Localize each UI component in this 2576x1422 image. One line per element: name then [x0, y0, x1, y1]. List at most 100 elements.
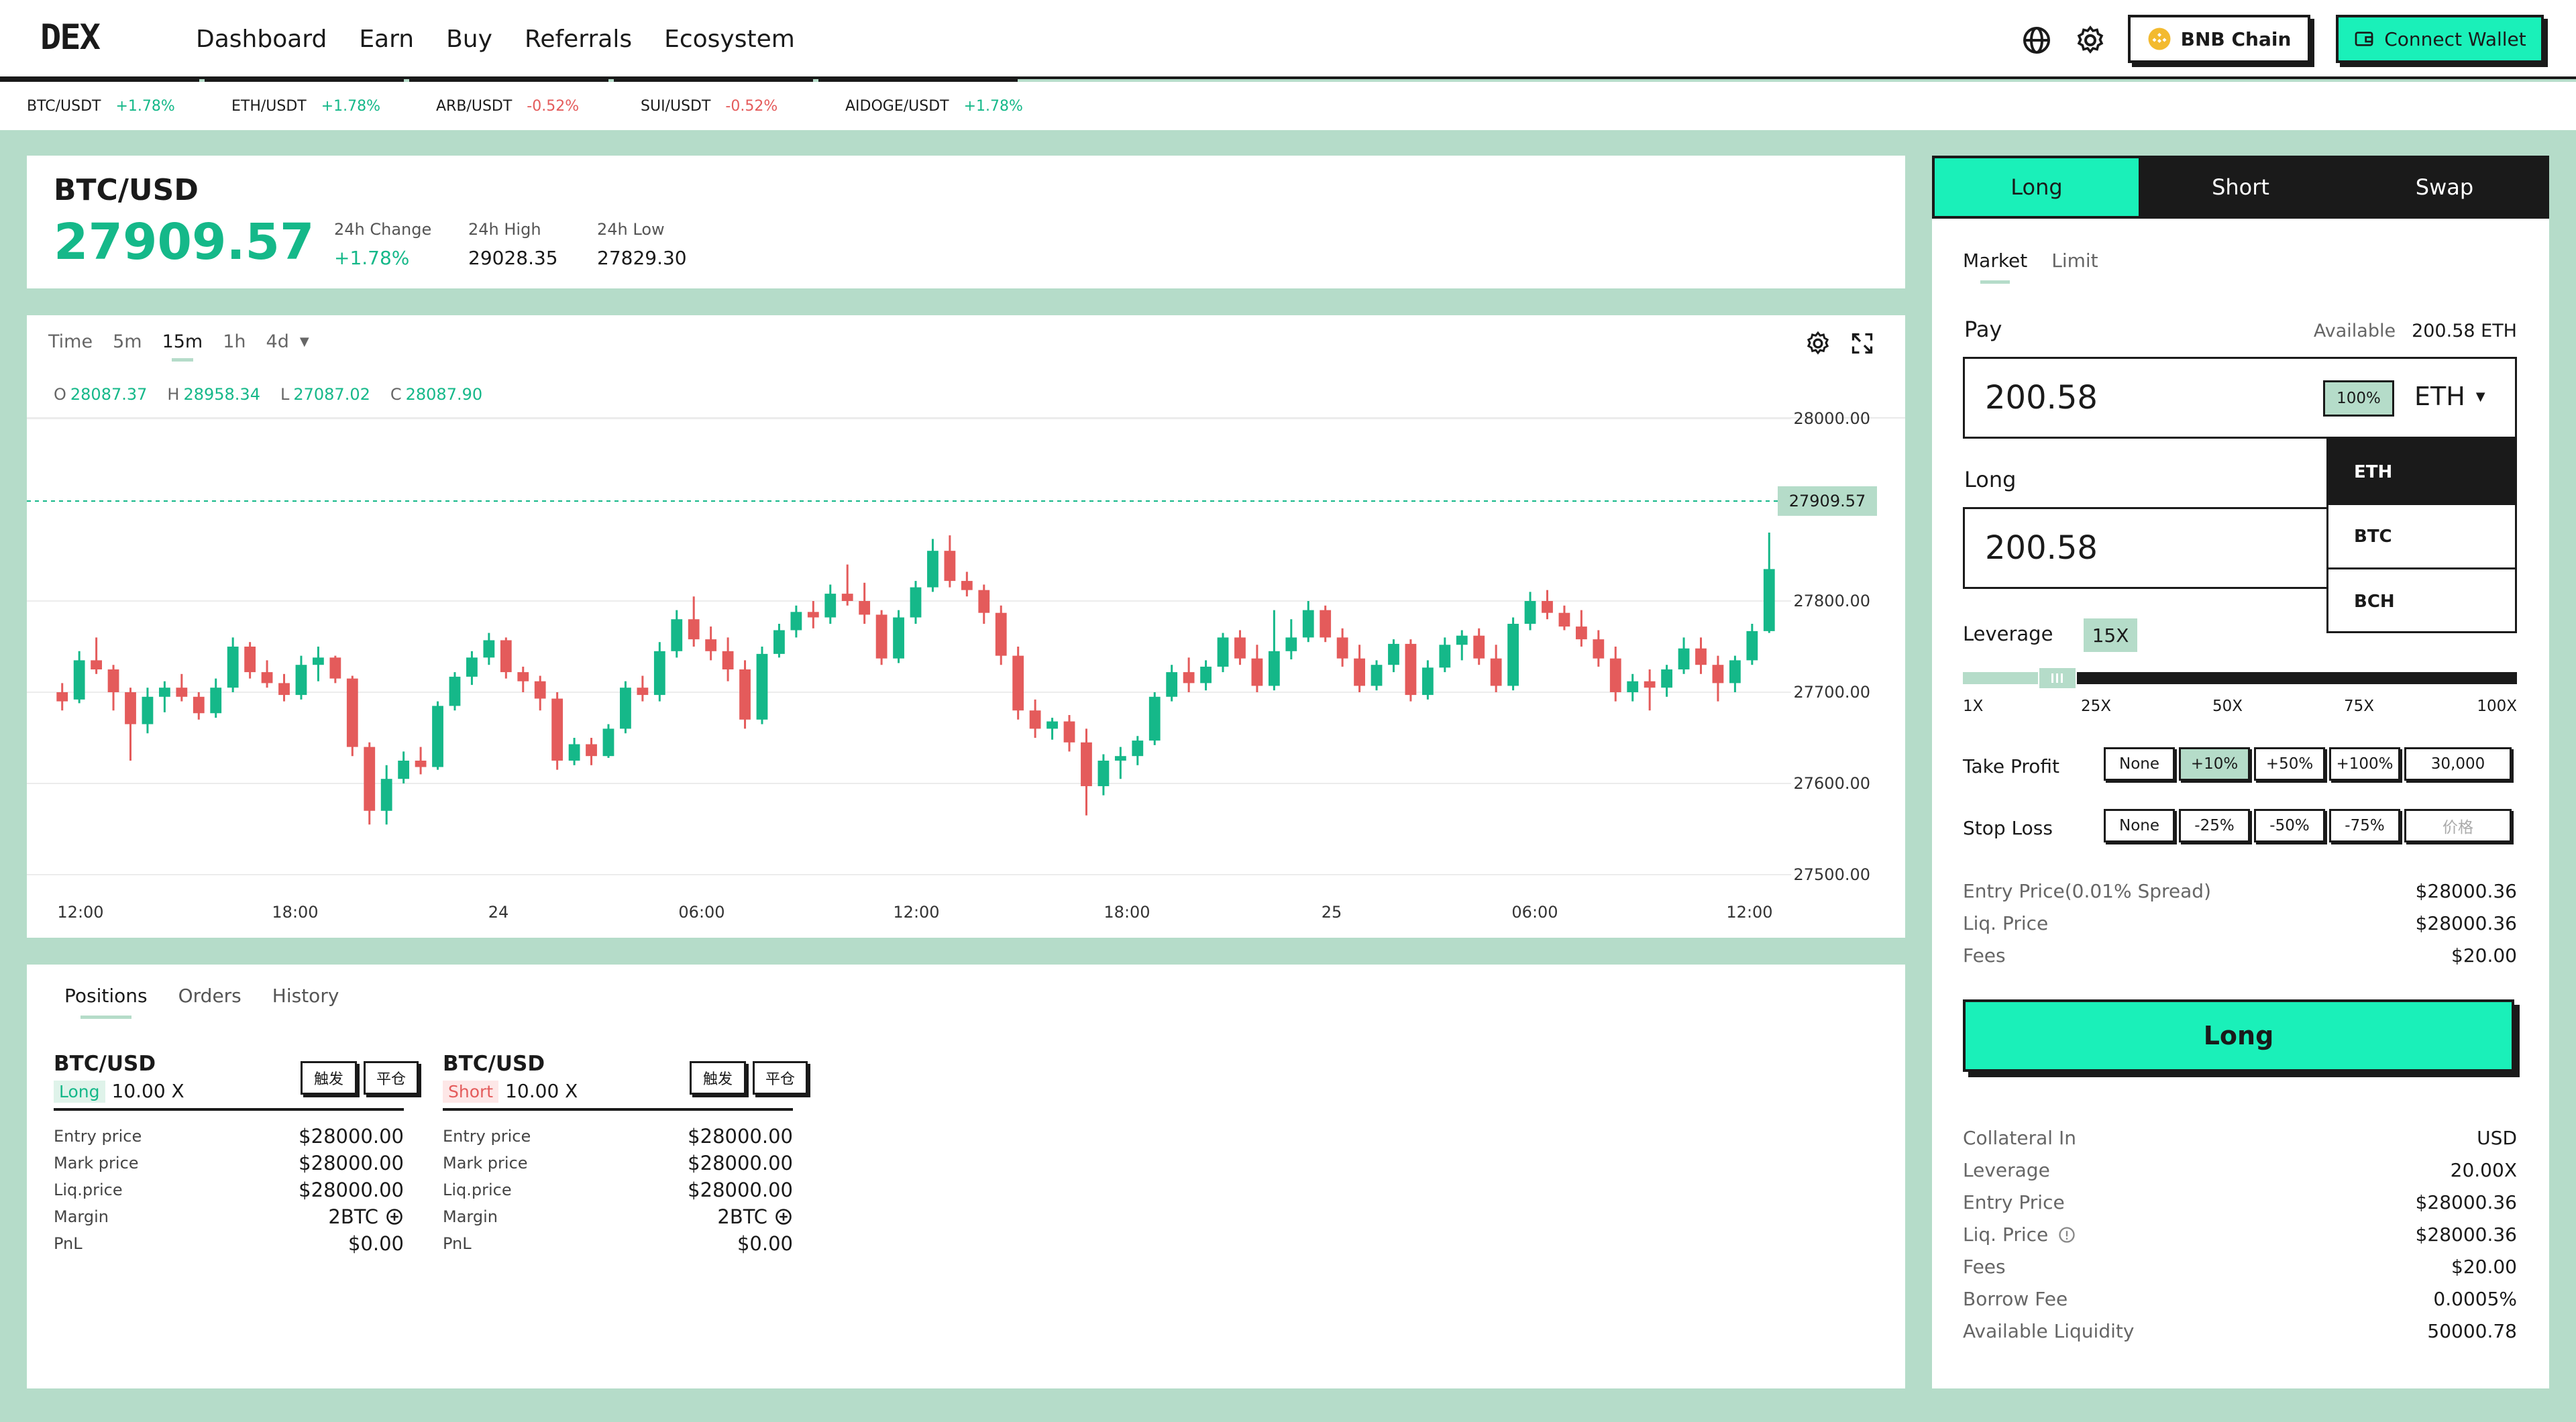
tp-none[interactable]: None: [2104, 747, 2175, 781]
candle[interactable]: [1200, 660, 1212, 691]
sl-50[interactable]: -50%: [2254, 809, 2325, 842]
token-option-btc[interactable]: BTC: [2328, 505, 2515, 569]
candle[interactable]: [859, 582, 871, 624]
candle[interactable]: [893, 610, 904, 663]
ticker-item[interactable]: ARB/USDT -0.52%: [409, 79, 614, 130]
candle[interactable]: [756, 647, 768, 724]
candle[interactable]: [346, 675, 358, 757]
candle[interactable]: [1593, 630, 1605, 667]
gear-icon[interactable]: [2074, 24, 2106, 56]
candle[interactable]: [1542, 590, 1553, 620]
candle[interactable]: [978, 584, 990, 624]
candle[interactable]: [1302, 601, 1314, 643]
add-margin-icon[interactable]: [774, 1207, 793, 1226]
logo[interactable]: DEX: [40, 17, 101, 58]
candle[interactable]: [1166, 665, 1178, 702]
nav-earn[interactable]: Earn: [359, 25, 415, 53]
candle[interactable]: [1763, 533, 1775, 633]
close-position-button[interactable]: 平仓: [364, 1061, 419, 1095]
candle[interactable]: [927, 539, 938, 592]
candle[interactable]: [1217, 633, 1229, 673]
candle[interactable]: [1114, 747, 1126, 779]
candle[interactable]: [313, 647, 324, 681]
candle[interactable]: [875, 610, 888, 665]
candle[interactable]: [1132, 736, 1144, 765]
candle[interactable]: [1148, 692, 1161, 745]
sl-none[interactable]: None: [2104, 809, 2175, 842]
ticker-item[interactable]: SUI/USDT -0.52%: [614, 79, 818, 130]
candle[interactable]: [1712, 655, 1724, 702]
candle[interactable]: [1507, 617, 1519, 691]
candle[interactable]: [449, 672, 461, 711]
candle[interactable]: [807, 601, 819, 628]
connect-wallet-button[interactable]: Connect Wallet: [2336, 15, 2544, 63]
trigger-button[interactable]: 触发: [301, 1061, 357, 1095]
candle[interactable]: [210, 678, 222, 718]
candle[interactable]: [1405, 639, 1417, 702]
candle[interactable]: [637, 675, 649, 702]
tab-swap[interactable]: Swap: [2415, 174, 2474, 200]
candle[interactable]: [944, 535, 956, 588]
candle[interactable]: [1609, 647, 1621, 702]
tab-history[interactable]: History: [272, 985, 339, 1007]
candle[interactable]: [91, 637, 103, 674]
chevron-down-icon[interactable]: ▼: [299, 335, 309, 349]
add-margin-icon[interactable]: [385, 1207, 404, 1226]
candle[interactable]: [398, 751, 410, 783]
candle[interactable]: [193, 692, 205, 720]
candle[interactable]: [380, 765, 392, 825]
tp-10[interactable]: +10%: [2179, 747, 2250, 781]
candle[interactable]: [1081, 728, 1092, 816]
candle[interactable]: [586, 738, 597, 765]
candle[interactable]: [1285, 619, 1297, 660]
trigger-button[interactable]: 触发: [690, 1061, 746, 1095]
candle[interactable]: [125, 688, 136, 761]
candle[interactable]: [1678, 637, 1690, 674]
tab-orders[interactable]: Orders: [178, 985, 241, 1007]
candle[interactable]: [1388, 639, 1399, 673]
nav-ecosystem[interactable]: Ecosystem: [664, 25, 795, 53]
candle[interactable]: [261, 660, 273, 688]
close-position-button[interactable]: 平仓: [753, 1061, 808, 1095]
chart-settings-icon[interactable]: [1805, 330, 1831, 357]
candle[interactable]: [790, 605, 802, 638]
candle[interactable]: [1473, 628, 1485, 665]
candle[interactable]: [1063, 715, 1075, 752]
submit-long-button[interactable]: Long: [1963, 999, 2514, 1072]
token-option-bch[interactable]: BCH: [2354, 592, 2395, 612]
candle[interactable]: [227, 637, 239, 692]
candle[interactable]: [1490, 645, 1502, 692]
candle[interactable]: [1046, 718, 1058, 740]
nav-referrals[interactable]: Referrals: [524, 25, 633, 53]
nav-dashboard[interactable]: Dashboard: [196, 25, 327, 53]
candle[interactable]: [1336, 628, 1348, 667]
max-percent-button[interactable]: 100%: [2323, 380, 2394, 417]
info-icon[interactable]: [2057, 1225, 2076, 1244]
candle[interactable]: [1268, 610, 1280, 691]
candle[interactable]: [1644, 669, 1656, 711]
candle[interactable]: [1234, 630, 1246, 665]
candle[interactable]: [1029, 699, 1041, 738]
candle[interactable]: [329, 655, 341, 683]
candle[interactable]: [910, 581, 922, 624]
candle[interactable]: [1097, 754, 1110, 796]
candle[interactable]: [1558, 605, 1570, 631]
candle[interactable]: [620, 681, 631, 734]
candle[interactable]: [1524, 592, 1536, 631]
globe-icon[interactable]: [2021, 24, 2053, 56]
candle[interactable]: [1661, 665, 1673, 697]
candle[interactable]: [705, 626, 717, 661]
candle[interactable]: [551, 692, 564, 770]
candle[interactable]: [415, 747, 427, 775]
sl-25[interactable]: -25%: [2179, 809, 2250, 842]
tab-positions[interactable]: Positions: [64, 985, 148, 1019]
pay-input[interactable]: 200.58 100% ETH ▼: [1963, 357, 2517, 439]
tab-long[interactable]: Long: [1935, 158, 2139, 216]
chain-selector-button[interactable]: BNB Chain: [2128, 15, 2310, 63]
candle[interactable]: [56, 683, 68, 711]
tf-4d[interactable]: 4d: [266, 331, 289, 352]
candle[interactable]: [534, 675, 546, 711]
tab-limit[interactable]: Limit: [2051, 250, 2098, 272]
candle[interactable]: [466, 651, 478, 686]
candle[interactable]: [1627, 673, 1639, 702]
